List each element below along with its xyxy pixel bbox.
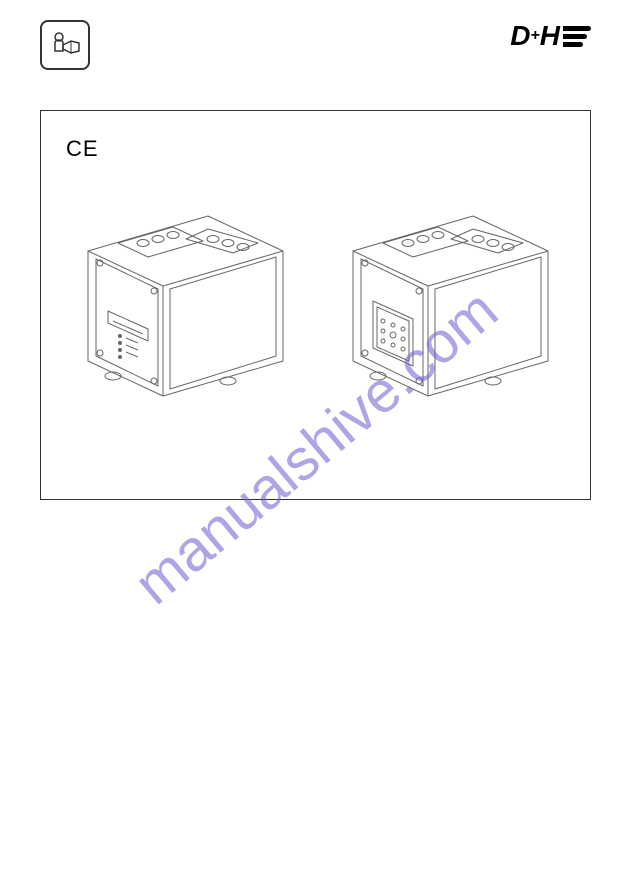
device-left (58, 181, 308, 411)
device-right (323, 181, 573, 411)
brand-logo: D+H (510, 20, 591, 52)
logo-stripes-icon (563, 26, 591, 47)
illustration-frame: CE (40, 110, 591, 500)
device-illustrations (41, 181, 590, 411)
logo-letter-d: D (510, 20, 529, 52)
logo-plus: + (530, 27, 538, 45)
ce-mark: CE (66, 136, 99, 162)
manual-reader-icon (40, 20, 90, 70)
logo-letter-h: H (540, 20, 559, 52)
